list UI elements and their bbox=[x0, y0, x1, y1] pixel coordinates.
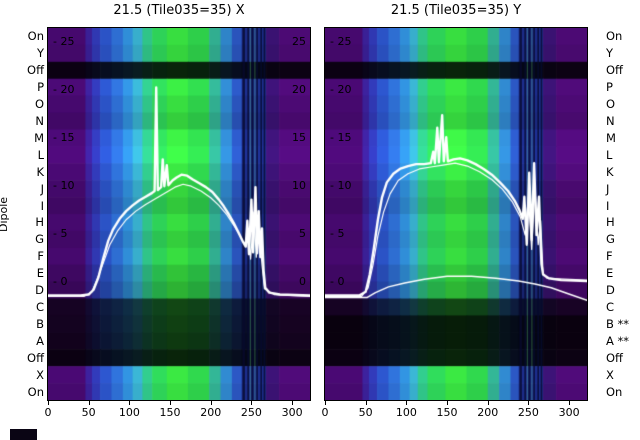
row-label: On bbox=[27, 384, 44, 399]
row-label: H bbox=[606, 215, 615, 230]
heatmap-canvas-y bbox=[325, 28, 587, 400]
row-label: A ** bbox=[606, 333, 630, 348]
row-label: C bbox=[606, 300, 615, 314]
x-tick-mark bbox=[129, 401, 131, 405]
x-tick-label: 200 bbox=[200, 406, 222, 419]
row-label: X bbox=[606, 367, 614, 382]
row-label: Off bbox=[27, 63, 44, 78]
x-tick-mark bbox=[569, 401, 571, 405]
row-label: G bbox=[606, 232, 615, 247]
row-label: I bbox=[606, 198, 610, 213]
row-label: B bbox=[36, 316, 44, 331]
row-label: Off bbox=[606, 63, 623, 78]
row-label: P bbox=[37, 80, 44, 95]
row-label: I bbox=[40, 198, 44, 213]
row-label: J bbox=[40, 181, 44, 196]
row-label: N bbox=[606, 114, 615, 128]
inner-tick-label: - 20 bbox=[330, 83, 352, 97]
row-label: On bbox=[606, 384, 623, 399]
x-tick-mark bbox=[48, 401, 49, 405]
x-tick-label: 100 bbox=[118, 406, 140, 419]
row-label: H bbox=[35, 215, 44, 230]
x-tick-mark bbox=[88, 401, 90, 405]
row-label: M bbox=[34, 130, 44, 145]
x-tick-mark bbox=[528, 401, 530, 405]
x-tick-label: 0 bbox=[321, 406, 329, 419]
x-tick-label: 150 bbox=[159, 406, 181, 419]
row-label: P bbox=[606, 80, 613, 95]
row-label: C bbox=[35, 300, 44, 314]
row-label: L bbox=[37, 147, 44, 162]
row-label: Off bbox=[606, 350, 623, 365]
x-tick-label: 50 bbox=[358, 406, 373, 419]
row-label: L bbox=[606, 147, 613, 162]
inner-tick-label: - 5 bbox=[330, 227, 345, 241]
row-label: Y bbox=[36, 46, 44, 61]
row-label: K bbox=[606, 164, 614, 179]
row-label: D bbox=[606, 283, 615, 298]
row-label: X bbox=[36, 367, 44, 382]
x-tick-mark bbox=[406, 401, 408, 405]
row-label: Off bbox=[27, 350, 44, 365]
x-tick-label: 250 bbox=[240, 406, 262, 419]
x-tick-label: 200 bbox=[477, 406, 499, 419]
inner-tick-label-mirror: 10 bbox=[292, 179, 306, 193]
inner-tick-label: - 25 bbox=[53, 35, 75, 49]
inner-tick-label: - 15 bbox=[330, 131, 352, 145]
inner-tick-label: - 0 bbox=[53, 275, 68, 289]
x-tick-mark bbox=[251, 401, 253, 405]
inner-tick-label-mirror: 0 bbox=[299, 275, 306, 289]
row-label: F bbox=[37, 249, 44, 264]
inner-tick-label: - 10 bbox=[330, 179, 352, 193]
inner-tick-label-mirror: 20 bbox=[292, 83, 306, 97]
row-label: B ** bbox=[606, 316, 630, 331]
inner-tick-label-mirror: 5 bbox=[299, 227, 306, 241]
x-tick-label: 300 bbox=[558, 406, 580, 419]
row-label: D bbox=[35, 283, 44, 298]
inner-tick-label: - 15 bbox=[53, 131, 75, 145]
row-label: K bbox=[36, 164, 44, 179]
x-tick-label: 0 bbox=[44, 406, 52, 419]
x-tick-label: 300 bbox=[281, 406, 303, 419]
inner-tick-label: - 5 bbox=[53, 227, 68, 241]
panel-title-y: 21.5 (Tile035=35) Y bbox=[390, 3, 522, 18]
x-tick-mark bbox=[170, 401, 172, 405]
row-label: M bbox=[606, 130, 616, 145]
x-tick-mark bbox=[210, 401, 212, 405]
x-tick-label: 150 bbox=[436, 406, 458, 419]
x-tick-mark bbox=[487, 401, 489, 405]
row-label: F bbox=[606, 249, 613, 264]
row-label: G bbox=[35, 232, 44, 247]
inner-tick-label: - 0 bbox=[330, 275, 345, 289]
inner-tick-label: - 25 bbox=[330, 35, 352, 49]
partial-bottom-box bbox=[10, 429, 37, 440]
row-label: O bbox=[606, 97, 616, 112]
heatmap-panel-y bbox=[324, 27, 588, 401]
row-label: J bbox=[606, 181, 610, 196]
inner-tick-label: - 20 bbox=[53, 83, 75, 97]
inner-tick-label: - 10 bbox=[53, 179, 75, 193]
x-tick-mark bbox=[325, 401, 326, 405]
x-tick-label: 250 bbox=[517, 406, 539, 419]
row-label: On bbox=[27, 29, 44, 44]
row-label: On bbox=[606, 29, 623, 44]
heatmap-panel-x bbox=[47, 27, 311, 401]
x-tick-mark bbox=[447, 401, 449, 405]
heatmap-canvas-x bbox=[48, 28, 310, 400]
inner-tick-label-mirror: 15 bbox=[292, 131, 306, 145]
row-label: O bbox=[34, 97, 44, 112]
row-label: E bbox=[606, 266, 614, 281]
inner-tick-label-mirror: 25 bbox=[292, 35, 306, 49]
x-tick-label: 100 bbox=[395, 406, 417, 419]
row-label: A bbox=[36, 333, 44, 348]
panel-title-x: 21.5 (Tile035=35) X bbox=[113, 3, 245, 18]
x-tick-label: 50 bbox=[81, 406, 96, 419]
x-tick-mark bbox=[292, 401, 294, 405]
row-label: N bbox=[35, 114, 44, 128]
row-label: Y bbox=[606, 46, 614, 61]
row-label: E bbox=[36, 266, 44, 281]
x-tick-mark bbox=[365, 401, 367, 405]
